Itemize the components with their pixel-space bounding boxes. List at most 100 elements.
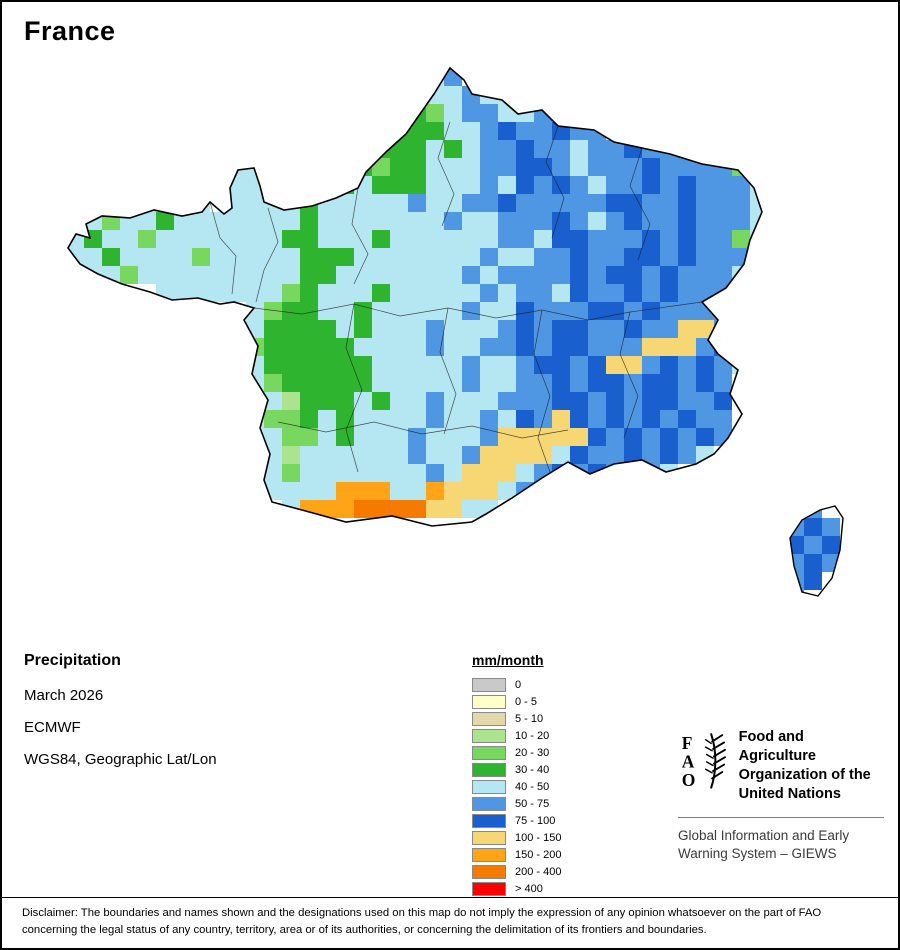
map-cell <box>624 464 642 482</box>
map-cell <box>264 230 282 248</box>
map-cell <box>462 176 480 194</box>
map-cell <box>516 230 534 248</box>
map-cell <box>696 140 714 158</box>
map-cell <box>642 374 660 392</box>
map-cell <box>498 428 516 446</box>
map-cell <box>696 284 714 302</box>
map-cell <box>660 194 678 212</box>
map-cell <box>318 482 336 500</box>
map-cell <box>570 248 588 266</box>
map-cell <box>552 320 570 338</box>
map-cell <box>336 158 354 176</box>
map-cell <box>372 266 390 284</box>
map-cell <box>336 230 354 248</box>
map-cell <box>390 212 408 230</box>
map-cell <box>570 338 588 356</box>
map-cell <box>300 266 318 284</box>
map-cell <box>390 356 408 374</box>
map-cell <box>750 248 768 266</box>
map-cell <box>138 248 156 266</box>
map-cell <box>462 392 480 410</box>
map-cell <box>480 266 498 284</box>
map-cell <box>588 140 606 158</box>
map-cell <box>444 410 462 428</box>
map-cell <box>534 446 552 464</box>
map-cell <box>300 248 318 266</box>
map-cell <box>120 266 138 284</box>
map-cell <box>570 446 588 464</box>
map-cell <box>426 302 444 320</box>
map-cell <box>246 212 264 230</box>
legend-swatch <box>472 694 506 709</box>
map-cell <box>624 266 642 284</box>
france-precipitation-map <box>67 66 844 597</box>
map-cell <box>444 212 462 230</box>
map-cell <box>534 122 552 140</box>
map-cell <box>516 284 534 302</box>
map-cell <box>264 446 282 464</box>
map-cell <box>246 392 264 410</box>
map-cell <box>534 158 552 176</box>
map-cell <box>804 554 822 572</box>
map-cell <box>678 266 696 284</box>
map-cell <box>408 428 426 446</box>
map-cell <box>606 176 624 194</box>
map-cell <box>408 176 426 194</box>
map-cell <box>354 284 372 302</box>
map-cell <box>714 374 732 392</box>
map-cell <box>354 338 372 356</box>
map-cell <box>570 392 588 410</box>
map-cell <box>300 500 318 518</box>
map-cell <box>264 212 282 230</box>
map-cell <box>228 212 246 230</box>
map-cell <box>804 518 822 536</box>
map-cell <box>624 248 642 266</box>
info-source: ECMWF <box>24 719 81 736</box>
map-cell <box>300 122 318 140</box>
map-cell <box>354 86 372 104</box>
map-cell <box>300 482 318 500</box>
map-cell <box>480 122 498 140</box>
map-cell <box>552 374 570 392</box>
map-cell <box>426 374 444 392</box>
map-cell <box>516 392 534 410</box>
map-cell <box>408 158 426 176</box>
map-cell <box>408 284 426 302</box>
map-cell <box>642 464 660 482</box>
map-cell <box>552 428 570 446</box>
map-cell <box>480 194 498 212</box>
map-cell <box>336 122 354 140</box>
map-cell <box>336 194 354 212</box>
map-cell <box>570 266 588 284</box>
map-cell <box>624 176 642 194</box>
map-cell <box>336 284 354 302</box>
map-cell <box>714 392 732 410</box>
map-cell <box>516 374 534 392</box>
fao-divider <box>678 816 884 818</box>
map-cell <box>804 572 822 590</box>
map-cell <box>318 284 336 302</box>
map-cell <box>336 428 354 446</box>
map-cell <box>588 446 606 464</box>
map-cell <box>552 392 570 410</box>
fao-block: F A O Food and Agriculture Organization … <box>678 728 884 864</box>
map-cell <box>354 374 372 392</box>
map-cell <box>714 266 732 284</box>
legend-entry: 150 - 200 <box>472 846 561 863</box>
legend-swatch <box>472 779 506 794</box>
map-cell <box>678 212 696 230</box>
map-cell <box>264 284 282 302</box>
map-cell <box>642 194 660 212</box>
map-cell <box>408 356 426 374</box>
map-cell <box>588 356 606 374</box>
map-cell <box>696 320 714 338</box>
map-cell <box>660 266 678 284</box>
fao-logo-letter-o: O <box>682 770 696 790</box>
map-cell <box>426 356 444 374</box>
map-cell <box>372 446 390 464</box>
map-cell <box>714 194 732 212</box>
map-cell <box>354 320 372 338</box>
legend-swatch <box>472 796 506 811</box>
map-cell <box>282 140 300 158</box>
legend-entry: 0 <box>472 676 561 693</box>
